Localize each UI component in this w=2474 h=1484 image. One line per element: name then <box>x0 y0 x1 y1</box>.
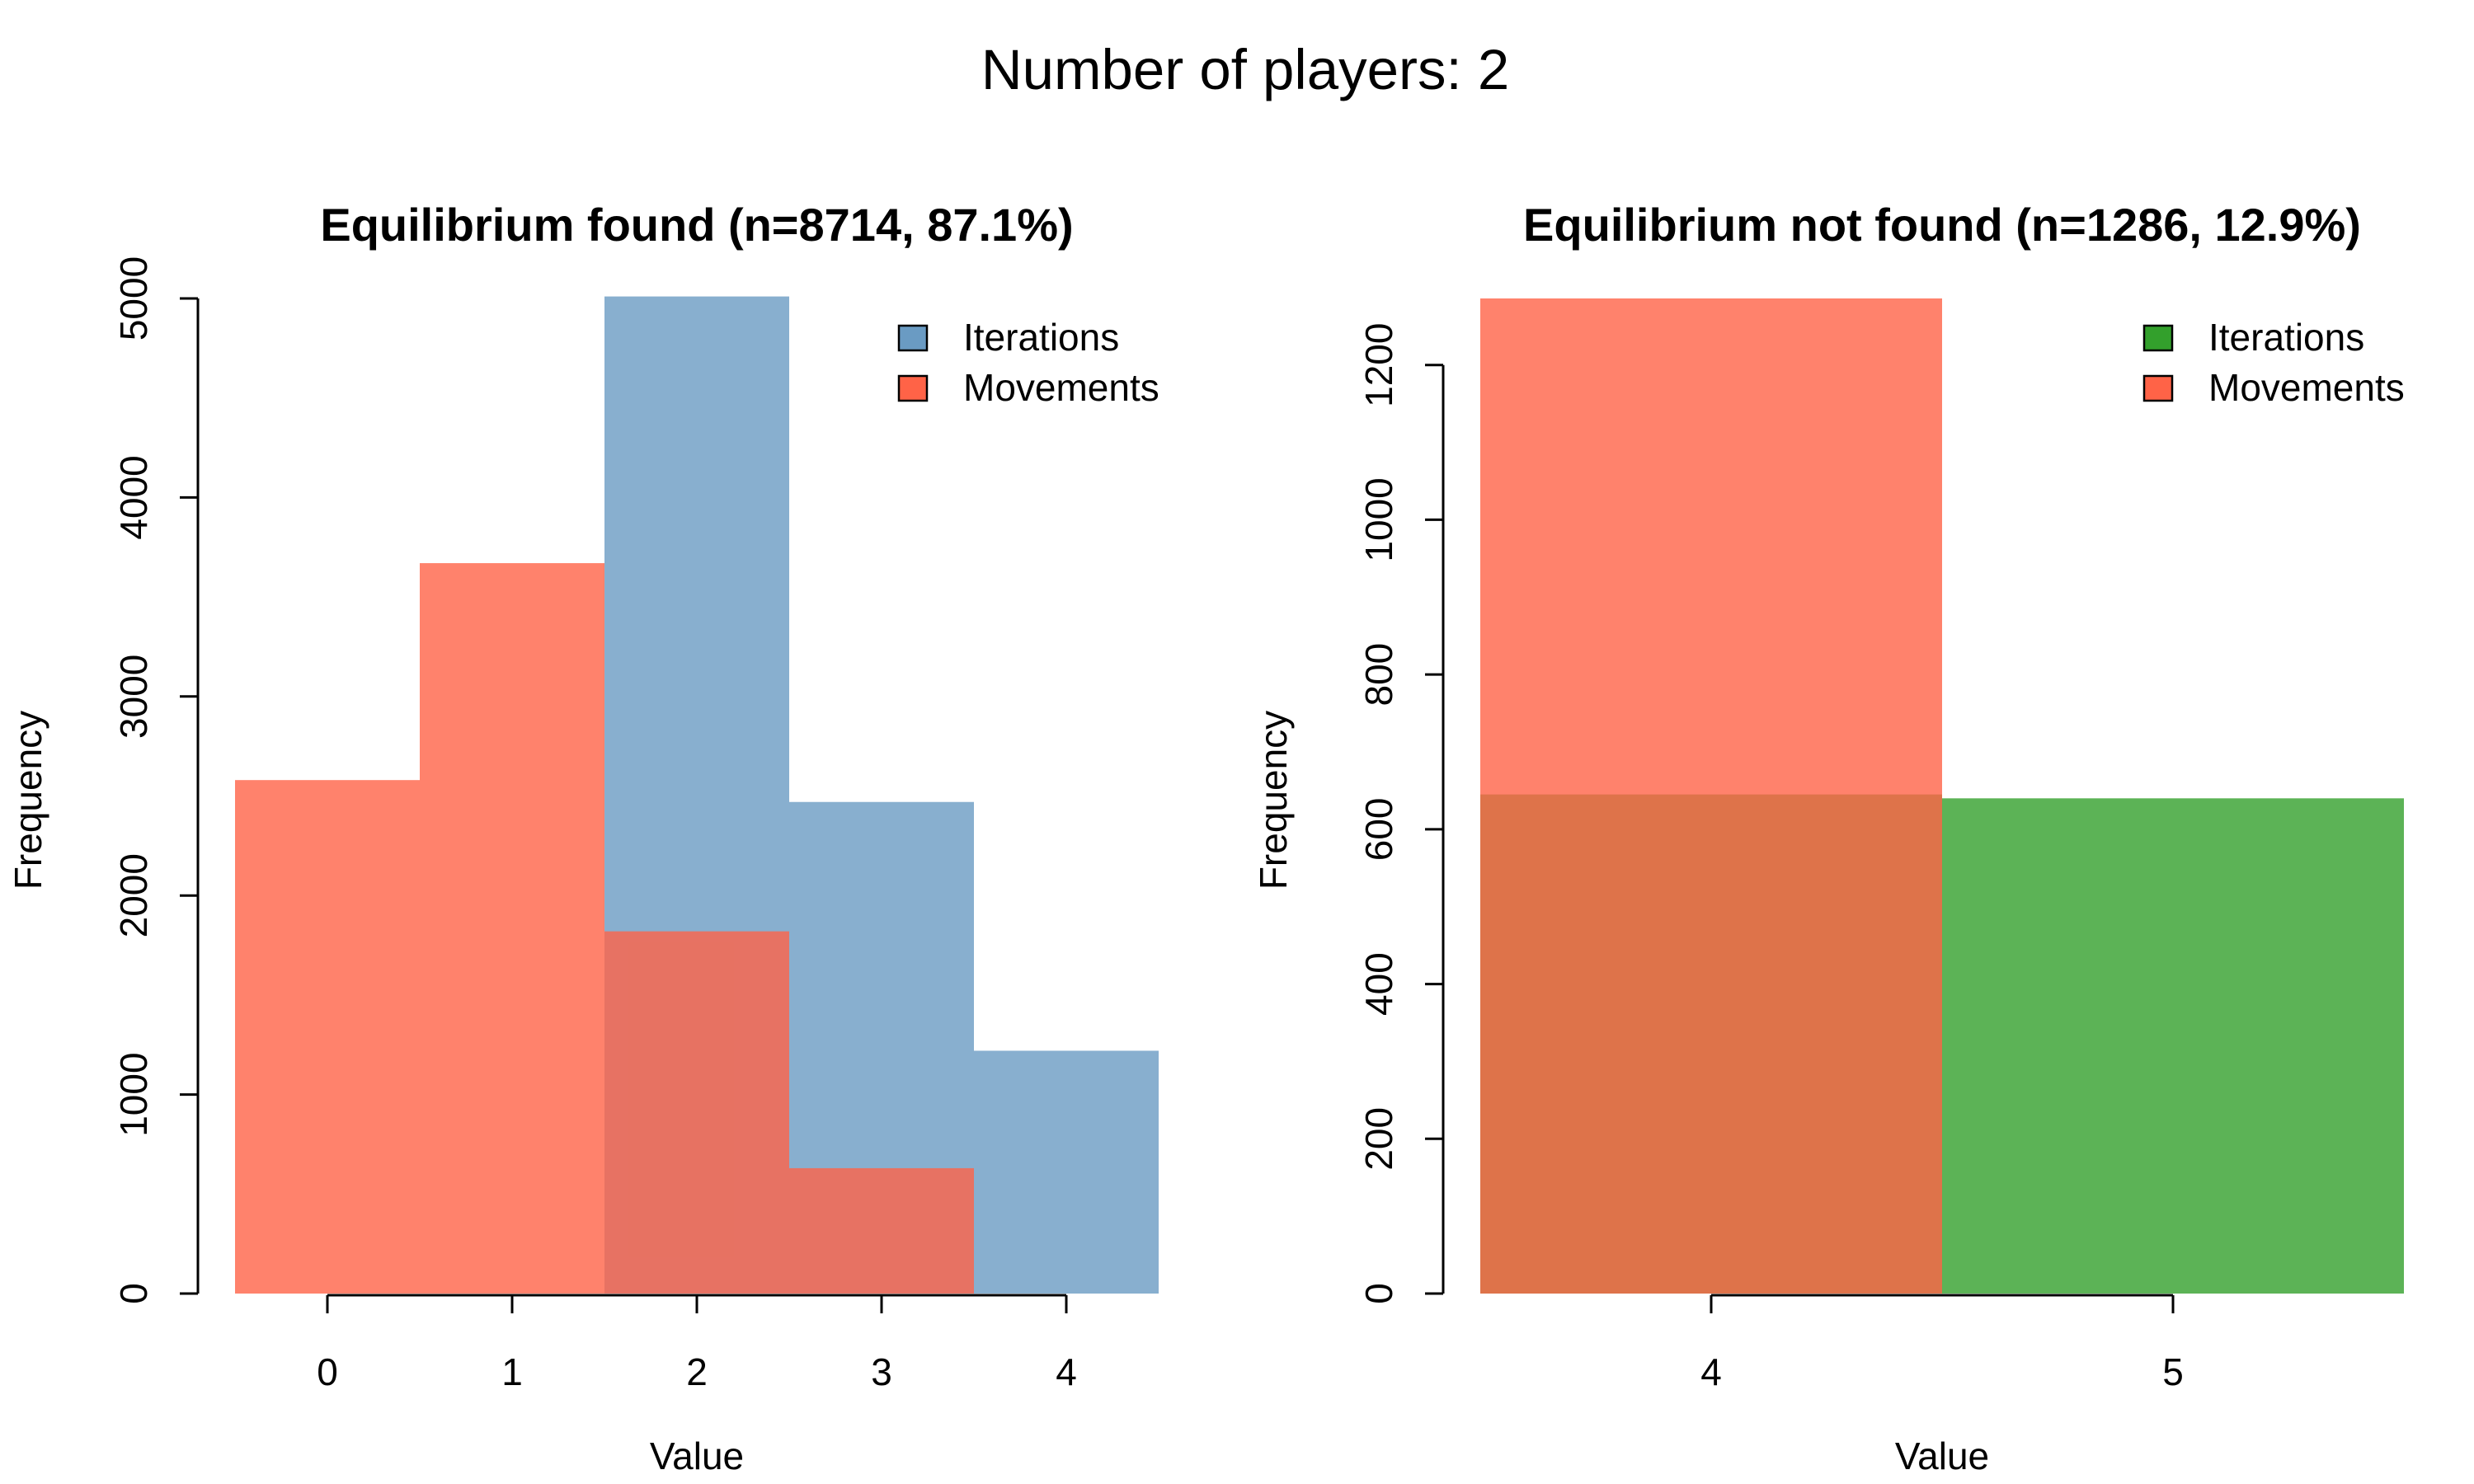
histogram-panel-equilibrium-not-found: Equilibrium not found (n=1286, 12.9%) 0 20… <box>1252 199 2405 1477</box>
y-tick-label: 2000 <box>112 853 155 937</box>
bar-movements-2 <box>604 931 789 1294</box>
bar-iterations-5 <box>1942 798 2404 1294</box>
y-tick-label: 1000 <box>112 1052 155 1136</box>
bar-movements-1 <box>420 563 604 1294</box>
legend-swatch-iterations <box>2142 324 2174 352</box>
y-axis: 0 200 400 600 800 1000 1200 <box>1357 323 1445 1304</box>
legend: Iterations Movements <box>897 316 1159 409</box>
legend-label-movements: Movements <box>2208 366 2405 409</box>
y-tick-label: 0 <box>112 1283 155 1304</box>
bar-iterations-4 <box>974 1050 1159 1294</box>
y-tick-label: 1000 <box>1357 477 1400 561</box>
x-tick-label: 4 <box>1700 1350 1722 1393</box>
x-axis-label: Value <box>1895 1435 1989 1477</box>
y-axis-label: Frequency <box>1252 711 1295 890</box>
series-movements <box>1480 298 1942 1294</box>
x-tick-label: 1 <box>501 1350 523 1393</box>
legend-swatch-movements <box>2142 374 2174 402</box>
x-axis-label: Value <box>650 1435 744 1477</box>
histogram-panel-equilibrium-found: Equilibrium found (n=8714, 87.1%)0100020… <box>7 199 1159 1477</box>
bar-movements-0 <box>235 780 420 1294</box>
bar-movements-4 <box>1480 298 1942 1294</box>
x-tick-label: 3 <box>871 1350 892 1393</box>
y-tick-label: 0 <box>1357 1283 1400 1304</box>
series-movements <box>235 563 974 1294</box>
figure-title: Number of players: 2 <box>981 38 1509 101</box>
bar-movements-3 <box>789 1167 974 1294</box>
y-axis: 0 1000 2000 3000 4000 5000 <box>112 256 200 1304</box>
y-tick-label: 5000 <box>112 256 155 340</box>
y-tick-label: 200 <box>1357 1107 1400 1171</box>
legend-swatch-movements <box>897 374 929 402</box>
legend-swatch-iterations <box>897 324 929 352</box>
legend-label-iterations: Iterations <box>963 316 1119 359</box>
y-tick-label: 400 <box>1357 952 1400 1016</box>
y-tick-label: 800 <box>1357 643 1400 707</box>
x-axis: 0 1 2 3 4 <box>317 1294 1077 1393</box>
legend: Iterations Movements <box>2142 316 2405 409</box>
panel-title: Equilibrium found (n=8714, 87.1%) <box>320 199 1073 251</box>
y-tick-label: 600 <box>1357 797 1400 861</box>
legend-label-iterations: Iterations <box>2208 316 2364 359</box>
x-tick-label: 5 <box>2162 1350 2184 1393</box>
panel-title: Equilibrium not found (n=1286, 12.9%) <box>1523 199 2361 251</box>
y-axis-label: Frequency <box>7 711 49 890</box>
y-tick-label: 4000 <box>112 455 155 539</box>
x-tick-label: 2 <box>686 1350 708 1393</box>
y-tick-label: 3000 <box>112 655 155 739</box>
y-tick-label: 1200 <box>1357 323 1400 407</box>
x-tick-label: 4 <box>1056 1350 1077 1393</box>
legend-label-movements: Movements <box>963 366 1159 409</box>
x-tick-label: 0 <box>317 1350 338 1393</box>
